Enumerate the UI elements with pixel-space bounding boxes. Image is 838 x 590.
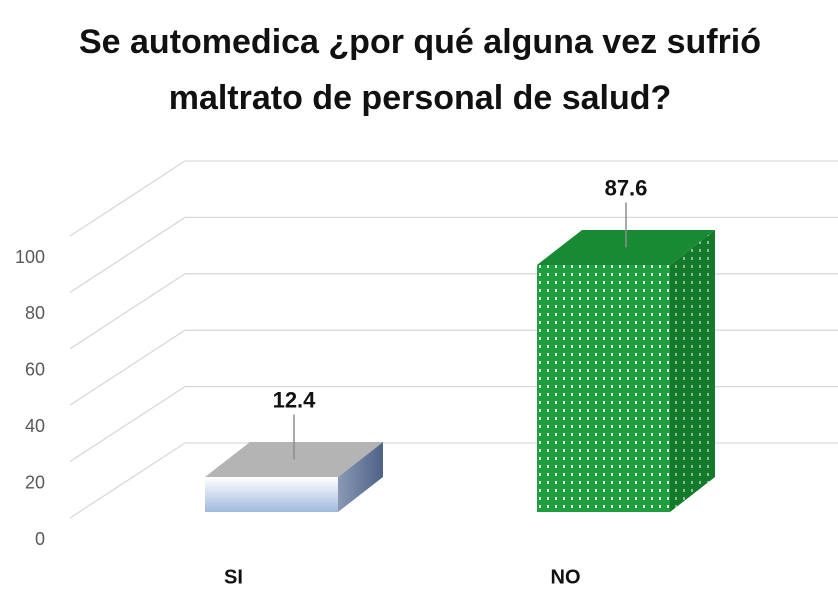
- grid-line: [69, 216, 838, 293]
- grid-line: [69, 442, 838, 519]
- y-tick-label: 60: [25, 360, 45, 380]
- x-tick-label: NO: [551, 566, 581, 588]
- data-label: 12.4: [273, 387, 317, 412]
- bar-pattern: [537, 264, 670, 512]
- bar-front: [205, 477, 338, 512]
- grid-line: [69, 160, 838, 237]
- bar-pattern: [670, 229, 715, 512]
- grid-line: [69, 273, 838, 350]
- grid-line: [69, 329, 838, 406]
- grid-line: [69, 385, 838, 463]
- chart-title: Se automedica ¿por qué alguna vez sufrió…: [78, 23, 762, 117]
- bar: [205, 442, 383, 512]
- x-tick-label: SI: [224, 566, 243, 588]
- y-tick-label: 40: [25, 416, 45, 436]
- y-tick-label: 100: [15, 247, 45, 267]
- y-tick-label: 0: [35, 529, 45, 549]
- bar: [537, 229, 715, 512]
- y-tick-label: 20: [25, 472, 45, 492]
- y-tick-label: 80: [25, 303, 45, 323]
- bar-side: [338, 442, 383, 512]
- data-label: 87.6: [605, 175, 648, 200]
